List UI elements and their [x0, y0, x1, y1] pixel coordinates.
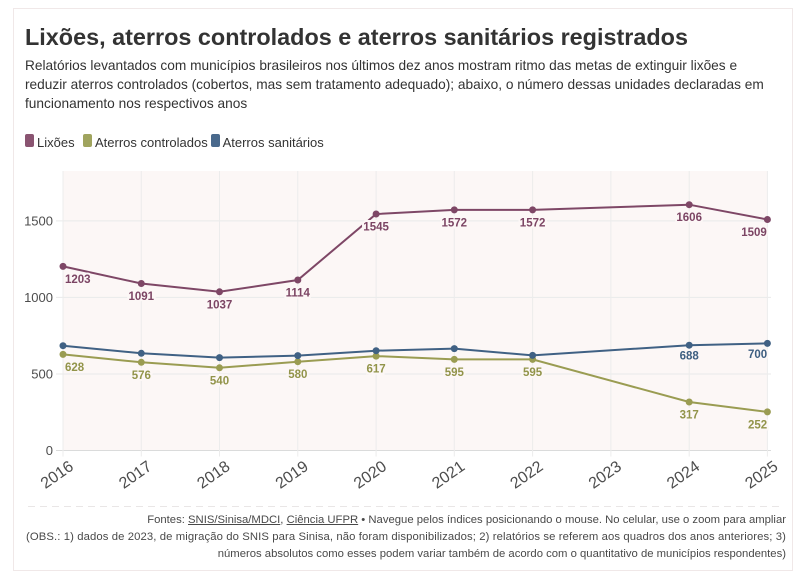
svg-text:1606: 1606 [676, 212, 702, 224]
svg-text:617: 617 [367, 364, 386, 376]
svg-text:2025: 2025 [742, 458, 781, 492]
svg-text:2016: 2016 [38, 458, 77, 492]
svg-text:1500: 1500 [24, 213, 53, 228]
svg-text:1114: 1114 [286, 288, 311, 300]
svg-text:540: 540 [210, 375, 229, 387]
svg-text:317: 317 [680, 410, 699, 422]
svg-text:580: 580 [288, 369, 307, 381]
svg-text:1572: 1572 [520, 217, 546, 229]
svg-text:688: 688 [680, 351, 700, 363]
svg-text:252: 252 [748, 419, 767, 431]
svg-text:1572: 1572 [442, 217, 468, 229]
svg-text:2021: 2021 [429, 458, 468, 492]
svg-text:0: 0 [46, 443, 53, 458]
svg-text:1037: 1037 [207, 299, 233, 311]
svg-text:595: 595 [445, 367, 465, 379]
svg-text:1545: 1545 [363, 222, 389, 234]
svg-text:2018: 2018 [194, 458, 233, 492]
svg-text:2017: 2017 [116, 458, 155, 492]
svg-text:500: 500 [31, 367, 53, 382]
svg-text:595: 595 [523, 367, 543, 379]
svg-text:628: 628 [65, 362, 85, 374]
svg-text:576: 576 [132, 370, 151, 382]
svg-text:1091: 1091 [129, 291, 155, 303]
svg-text:700: 700 [748, 349, 767, 361]
svg-text:2023: 2023 [586, 458, 625, 492]
svg-text:1203: 1203 [65, 274, 91, 286]
svg-text:2022: 2022 [508, 458, 547, 492]
svg-text:1000: 1000 [24, 290, 53, 305]
svg-text:2024: 2024 [664, 458, 703, 492]
svg-text:2020: 2020 [351, 458, 390, 492]
svg-text:1509: 1509 [741, 227, 767, 239]
svg-text:2019: 2019 [273, 458, 312, 492]
